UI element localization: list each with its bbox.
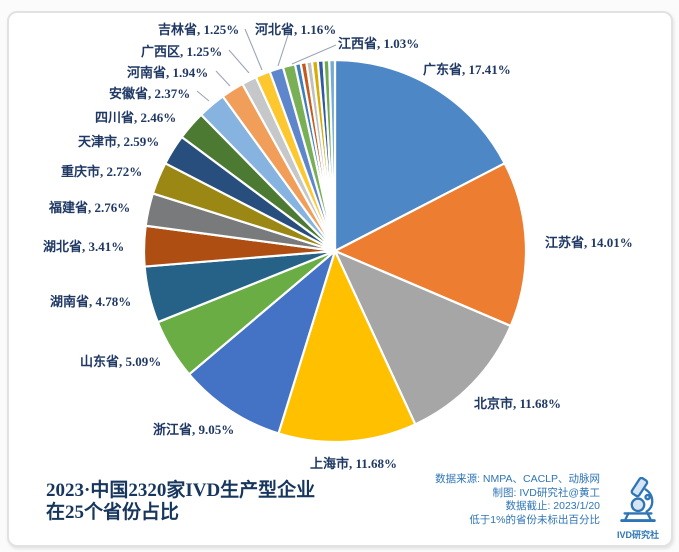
pie-label-天津市: 天津市, 2.59%	[78, 134, 160, 149]
pie-label-浙江省: 浙江省, 9.05%	[153, 422, 235, 437]
data-cutoff-note: 数据截止: 2023/1/20	[505, 500, 600, 512]
leader-line-河南省	[215, 70, 231, 87]
pie-slice-浙江省	[188, 249, 337, 435]
pie-label-山东省: 山东省, 5.09%	[80, 354, 162, 369]
chart-title: 2023·中国2320家IVD生产型企业 在25个省份占比	[46, 480, 315, 524]
leader-line-广西区	[228, 49, 250, 74]
pie-label-河南省: 河南省, 1.94%	[127, 65, 209, 80]
pie-label-吉林省: 吉林省, 1.25%	[158, 22, 240, 37]
pie-label-福建省: 福建省, 2.76%	[49, 200, 131, 215]
leader-line-安徽省	[196, 90, 210, 102]
threshold-note: 低于1%的省份未标出百分比	[469, 513, 600, 526]
pie-label-湖南省: 湖南省, 4.78%	[50, 294, 132, 309]
pie-slice-广东省	[333, 58, 506, 253]
chart-title-line1: 2023·中国2320家IVD生产型企业	[46, 480, 316, 501]
leader-line-江西省	[291, 44, 337, 65]
brand-logo-caption: IVD研究社	[616, 530, 659, 540]
pie-label-河北省: 河北省, 1.16%	[255, 22, 337, 37]
pie-slice-北京市	[333, 249, 512, 426]
pie-label-上海市: 上海市, 11.68%	[310, 456, 398, 471]
author-note: 制图: IVD研究社@黄工	[492, 486, 601, 499]
pie-label-湖北省: 湖北省, 3.41%	[43, 239, 125, 254]
footer-notes: 数据来源: NMPA、CACLP、动脉网 制图: IVD研究社@黄工 数据截止:…	[435, 473, 600, 527]
pie-label-广东省: 广东省, 17.41%	[423, 62, 511, 77]
pie-label-安徽省: 安徽省, 2.37%	[109, 86, 191, 101]
leader-line-吉林省	[244, 28, 263, 71]
chart-title-line2: 在25个省份占比	[46, 502, 180, 523]
pie-label-江西省: 江西省, 1.03%	[338, 36, 420, 51]
leader-line-河北省	[277, 31, 290, 67]
pie-label-江苏省: 江苏省, 14.01%	[545, 235, 633, 250]
pie-slice-上海市	[277, 249, 417, 444]
data-source-note: 数据来源: NMPA、CACLP、动脉网	[435, 473, 600, 485]
brand-logo: IVD研究社	[612, 476, 664, 541]
pie-label-四川省: 四川省, 2.46%	[95, 110, 177, 125]
pie-label-重庆市: 重庆市, 2.72%	[61, 164, 143, 179]
microscope-icon	[620, 476, 656, 523]
pie-slice-unlabeled-24	[328, 58, 337, 253]
pie-slice-江苏省	[333, 162, 528, 328]
pie-label-广西区: 广西区, 1.25%	[141, 44, 223, 59]
pie-label-北京市: 北京市, 11.68%	[474, 396, 562, 411]
